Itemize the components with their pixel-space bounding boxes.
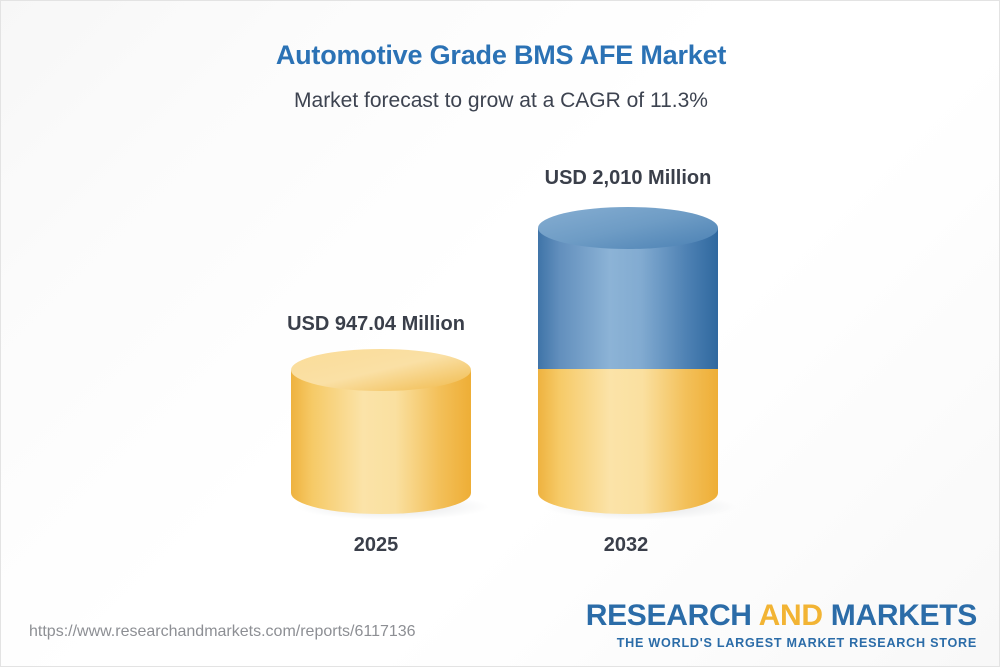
source-url[interactable]: https://www.researchandmarkets.com/repor… <box>29 623 416 640</box>
category-label-2025: 2025 <box>353 534 399 556</box>
chart-subtitle: Market forecast to grow at a CAGR of 11.… <box>294 89 708 112</box>
category-label-2032: 2032 <box>603 534 649 556</box>
value-label-2025: USD 947.04 Million <box>287 313 465 335</box>
bar-cylinder-2032 <box>528 201 736 520</box>
brand-logo: RESEARCH AND MARKETS THE WORLD'S LARGEST… <box>585 599 978 650</box>
brand-word-and: AND <box>758 599 823 632</box>
brand-word-markets: MARKETS <box>830 599 978 632</box>
page-title: Automotive Grade BMS AFE Market <box>275 40 727 70</box>
bar-cylinder-2025 <box>281 349 489 520</box>
brand-word-research: RESEARCH <box>585 599 752 632</box>
value-label-2032: USD 2,010 Million <box>544 167 712 189</box>
brand-tagline: THE WORLD'S LARGEST MARKET RESEARCH STOR… <box>616 636 977 650</box>
brand-name: RESEARCH AND MARKETS <box>585 599 978 632</box>
